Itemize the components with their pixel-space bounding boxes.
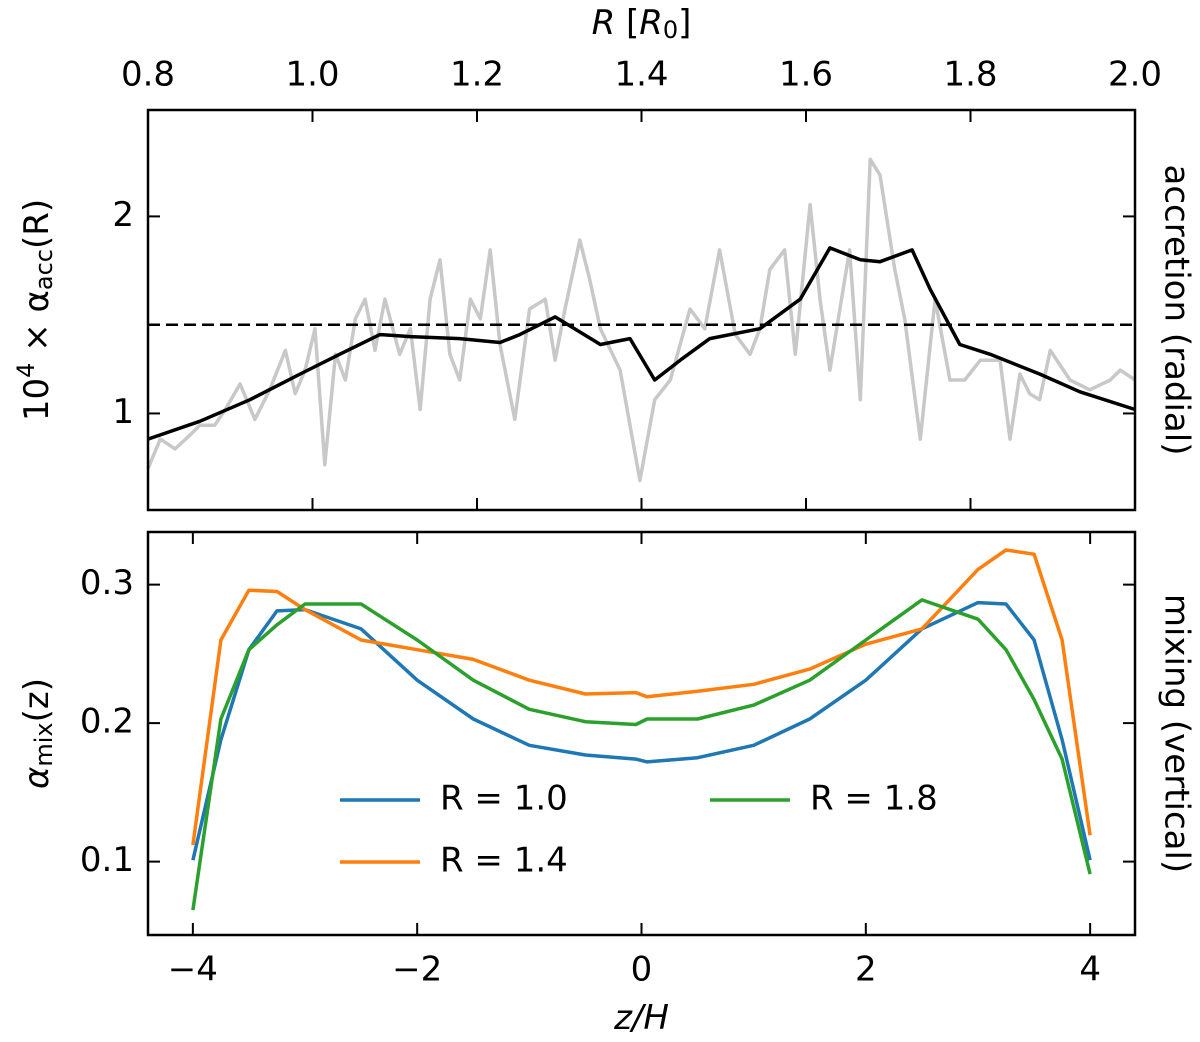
y-tick-label: 0.2 bbox=[80, 702, 134, 742]
data-line bbox=[191, 598, 1092, 911]
legend-label: R = 1.4 bbox=[440, 841, 568, 881]
plot-frame bbox=[146, 108, 1137, 512]
label-part: 10 bbox=[17, 378, 57, 421]
x-tick-label: 1.6 bbox=[779, 55, 833, 95]
legend-label: R = 1.0 bbox=[440, 779, 568, 819]
y-axis-label: αmix(z) bbox=[17, 678, 59, 789]
label-part: R bbox=[639, 3, 663, 43]
y-axis-label: 104 × αacc(R) bbox=[12, 199, 58, 421]
x-tick-label: 2.0 bbox=[1108, 55, 1162, 95]
data-line bbox=[146, 157, 1136, 483]
x-tick-label: 0 bbox=[631, 950, 653, 990]
data-line bbox=[147, 246, 1136, 441]
x-tick-label: 2 bbox=[855, 950, 877, 990]
label-part: ] bbox=[678, 3, 691, 43]
x-axis-label: z/H bbox=[613, 998, 669, 1038]
plot-frame bbox=[146, 530, 1137, 937]
y-tick-label: 1 bbox=[112, 392, 134, 432]
x-tick-label: 0.8 bbox=[121, 55, 175, 95]
label-part: acc bbox=[30, 249, 58, 290]
y-tick-label: 2 bbox=[112, 195, 134, 235]
data-line bbox=[191, 548, 1092, 846]
legend-label: R = 1.8 bbox=[810, 779, 938, 819]
label-part: α bbox=[17, 767, 57, 789]
x-tick-label: 1.4 bbox=[614, 55, 668, 95]
x-tick-label: 4 bbox=[1079, 950, 1101, 990]
label-part: (z) bbox=[17, 678, 57, 722]
label-part: (R) bbox=[17, 199, 57, 249]
data-line bbox=[191, 600, 1092, 861]
label-part: 4 bbox=[12, 363, 40, 378]
label-part: [ bbox=[615, 3, 639, 43]
label-part: mix bbox=[30, 722, 58, 766]
label-part: 0 bbox=[663, 16, 678, 44]
right-label: accretion (radial) bbox=[1157, 165, 1197, 456]
label-part: z/H bbox=[613, 998, 669, 1038]
x-tick-label: −2 bbox=[392, 950, 442, 990]
right-label: mixing (vertical) bbox=[1157, 594, 1197, 873]
y-tick-label: 0.1 bbox=[80, 840, 134, 880]
x-tick-label: 1.2 bbox=[450, 55, 504, 95]
x-axis-label: R [R0] bbox=[592, 3, 692, 45]
label-part: R bbox=[592, 3, 616, 43]
x-tick-label: 1.0 bbox=[285, 55, 339, 95]
x-tick-label: −4 bbox=[168, 950, 218, 990]
x-tick-label: 1.8 bbox=[943, 55, 997, 95]
y-tick-label: 0.3 bbox=[80, 563, 134, 603]
label-part: × α bbox=[17, 290, 57, 363]
